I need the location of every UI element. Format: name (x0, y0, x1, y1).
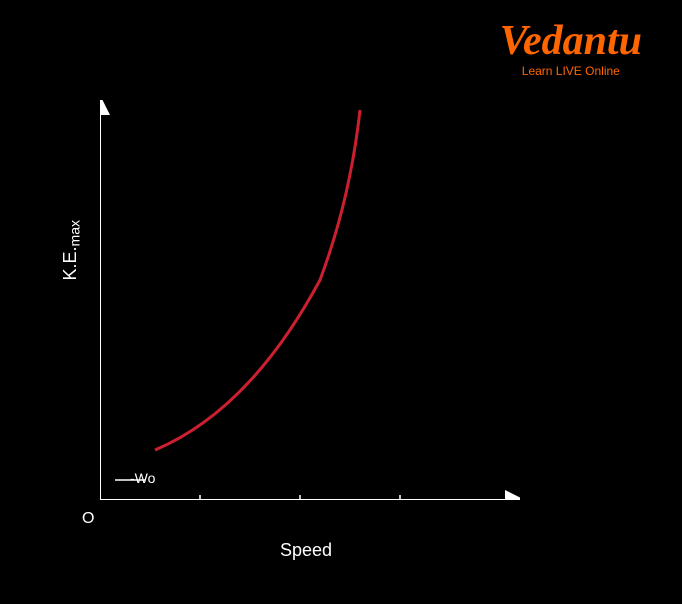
logo-text: Vedantu (500, 20, 642, 62)
x-axis-label: Speed (280, 540, 332, 561)
y-axis-label: K.E.max (60, 220, 83, 280)
chart-svg (100, 100, 520, 500)
origin-label: O (82, 510, 94, 528)
logo-tagline: Learn LIVE Online (500, 64, 642, 78)
y-label-sub: max (67, 220, 83, 246)
data-curve (155, 110, 360, 450)
y-label-main: K.E. (60, 246, 80, 280)
brand-logo: Vedantu Learn LIVE Online (500, 20, 642, 78)
y-marker-label: -Wo (130, 470, 155, 486)
chart-area (100, 100, 520, 500)
